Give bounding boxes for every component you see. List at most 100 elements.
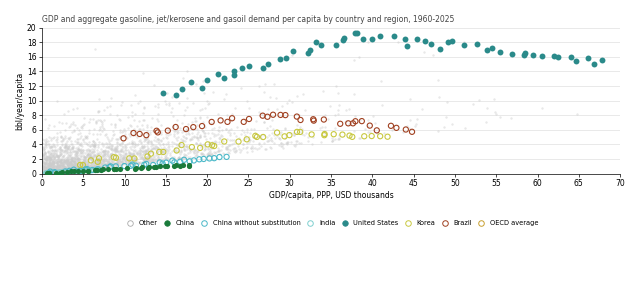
Point <box>89 148 99 153</box>
Point <box>44 125 54 130</box>
Point <box>67 162 77 166</box>
Point <box>195 135 205 139</box>
Point <box>274 135 284 140</box>
Point <box>134 138 144 143</box>
Point <box>146 147 156 152</box>
Point <box>131 157 141 162</box>
Point <box>115 156 125 161</box>
Point <box>116 140 127 145</box>
Point <box>47 148 57 152</box>
Point <box>86 161 97 166</box>
Point <box>225 131 236 135</box>
Point <box>225 142 235 147</box>
Point <box>54 167 65 172</box>
Point <box>60 145 70 150</box>
Point <box>56 166 67 170</box>
Point <box>49 147 60 152</box>
Point <box>84 156 94 161</box>
Point <box>120 161 130 166</box>
Point <box>200 106 210 111</box>
Point <box>49 155 60 160</box>
Point <box>47 159 57 164</box>
Point <box>206 121 216 126</box>
Point <box>72 153 82 157</box>
Point <box>74 165 84 170</box>
Point <box>213 149 223 153</box>
Point <box>85 153 95 158</box>
Point <box>56 162 67 167</box>
Point <box>83 160 93 164</box>
Point <box>38 170 49 174</box>
Point <box>77 169 88 173</box>
Point <box>57 169 67 173</box>
Point <box>191 126 202 131</box>
Point <box>120 153 131 157</box>
Point <box>252 146 262 151</box>
Point <box>106 121 116 126</box>
Point <box>54 150 65 155</box>
Point <box>45 164 55 168</box>
Point <box>166 110 176 115</box>
Point <box>100 155 110 160</box>
Point <box>53 163 63 167</box>
Point <box>44 123 54 128</box>
Point <box>127 141 137 145</box>
Point <box>162 163 172 168</box>
Point <box>212 145 223 150</box>
Point <box>360 127 370 132</box>
Point <box>50 167 60 172</box>
Point <box>80 134 90 139</box>
Point <box>44 166 54 171</box>
Point <box>69 169 79 173</box>
Point <box>188 150 198 155</box>
Point <box>87 163 97 167</box>
Point <box>92 164 102 169</box>
Point <box>56 157 66 162</box>
Point <box>66 141 76 146</box>
Point <box>115 162 125 166</box>
Point <box>234 135 244 140</box>
Point <box>61 168 72 173</box>
Point <box>205 135 216 140</box>
Point <box>102 149 113 153</box>
Point <box>52 153 63 158</box>
Point <box>49 159 59 164</box>
Point <box>93 165 103 170</box>
Point <box>50 164 60 169</box>
Point <box>37 163 47 168</box>
Point <box>164 103 174 107</box>
Point <box>180 108 190 113</box>
Point <box>93 165 104 170</box>
Point <box>207 152 218 157</box>
Point <box>61 161 71 165</box>
Point <box>90 145 100 149</box>
Point <box>337 132 348 137</box>
Point <box>62 147 72 152</box>
Point <box>55 147 65 151</box>
Point <box>111 149 122 153</box>
Point <box>108 129 118 134</box>
Point <box>135 148 145 153</box>
Point <box>61 164 71 169</box>
Point <box>68 158 79 163</box>
Point <box>138 117 148 122</box>
Point <box>70 165 80 170</box>
Point <box>121 148 131 153</box>
Point <box>45 171 55 176</box>
Point <box>207 139 218 144</box>
Point <box>56 159 66 164</box>
Point <box>65 160 75 165</box>
Point <box>139 148 149 153</box>
Point <box>70 163 80 168</box>
Point <box>54 153 65 158</box>
Point <box>96 163 106 168</box>
Point <box>64 164 74 169</box>
Point <box>40 149 50 154</box>
Point <box>43 168 53 173</box>
Point <box>203 142 213 147</box>
Point <box>284 98 294 103</box>
Point <box>43 169 53 174</box>
Point <box>44 167 54 172</box>
Point <box>57 121 67 125</box>
Point <box>138 152 148 156</box>
